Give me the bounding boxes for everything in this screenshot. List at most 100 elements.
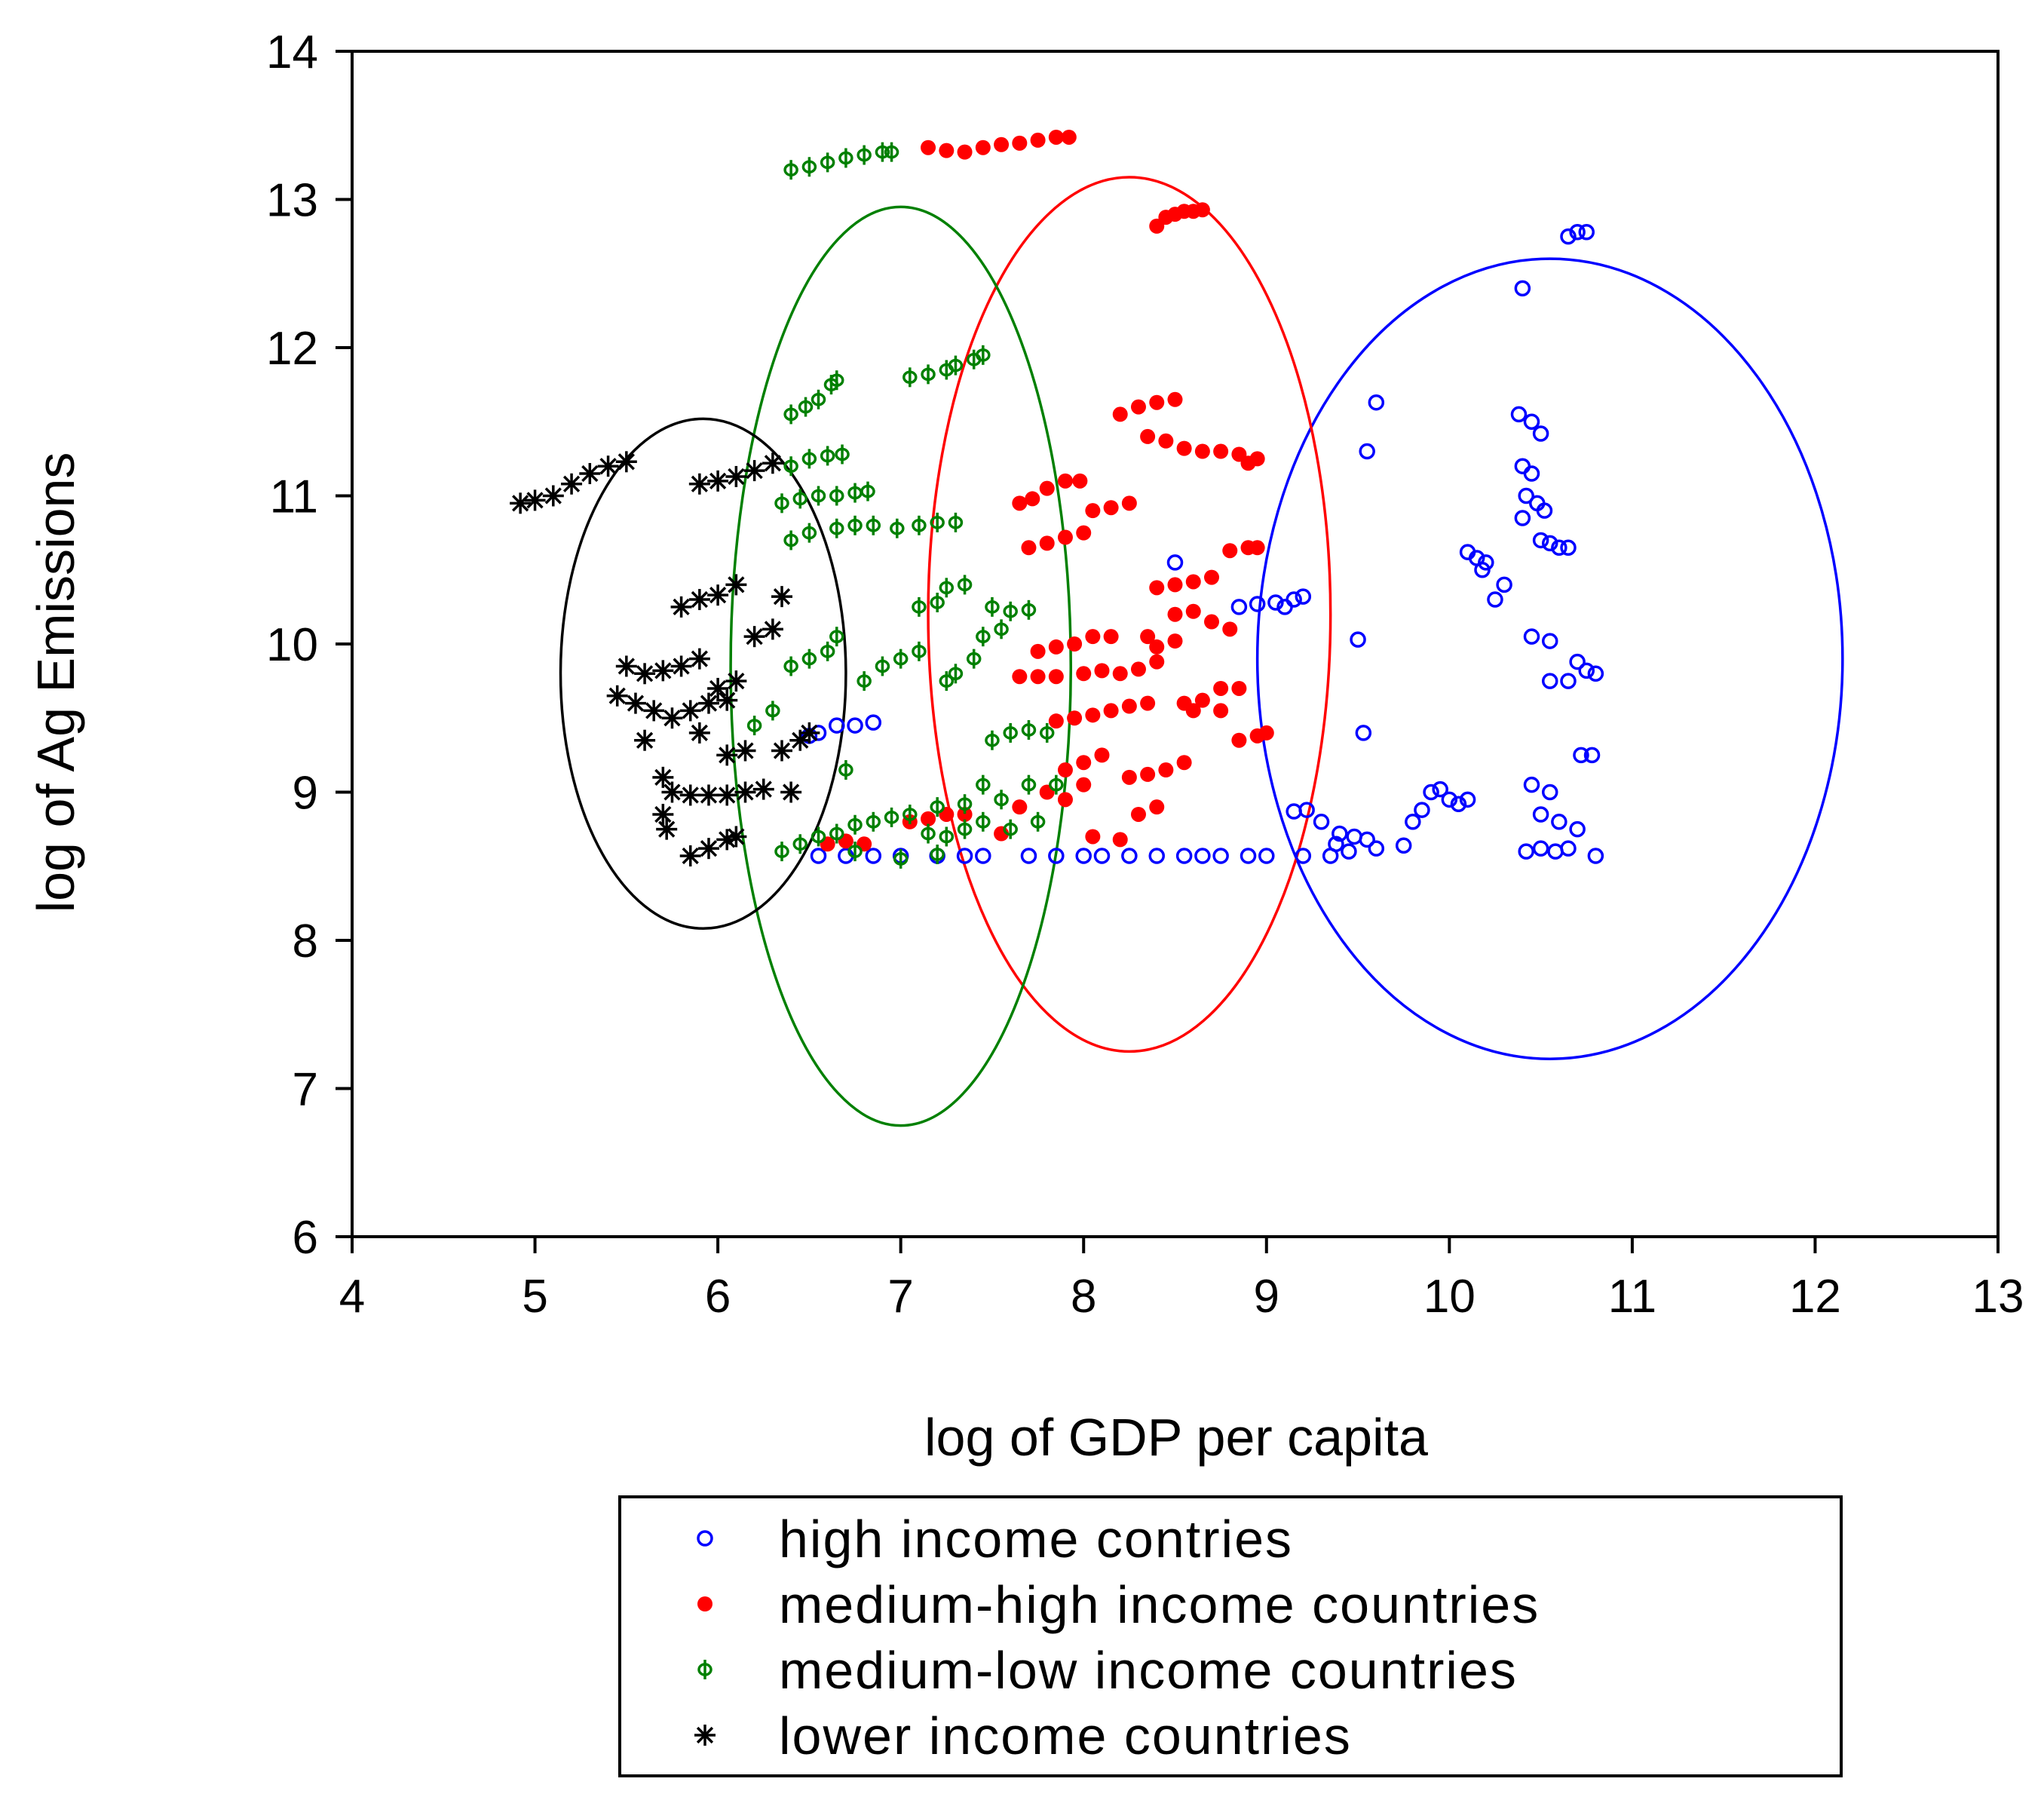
data-point: [1487, 591, 1503, 608]
data-point: [707, 677, 729, 699]
data-point: [1441, 791, 1458, 808]
data-point: [615, 451, 637, 473]
data-point: [1076, 525, 1092, 541]
y-tick-label: 10: [266, 619, 318, 671]
data-point: [875, 142, 890, 162]
legend-item: high income contries: [697, 1510, 1292, 1568]
series-1: [801, 223, 1604, 864]
data-point: [1103, 629, 1119, 645]
data-point: [774, 493, 789, 514]
data-point: [661, 707, 683, 729]
data-point: [1140, 428, 1156, 444]
data-point: [1072, 473, 1088, 489]
series-3: [746, 142, 1064, 869]
data-point: [1158, 433, 1174, 449]
data-point: [890, 518, 905, 538]
data-point: [783, 530, 798, 550]
data-point: [1039, 480, 1055, 496]
data-point: [847, 814, 863, 835]
x-tick-label: 4: [339, 1271, 365, 1323]
data-point: [579, 463, 601, 485]
y-tick-label: 13: [266, 175, 318, 227]
data-point: [994, 619, 1009, 639]
data-point: [1185, 603, 1201, 619]
data-point: [976, 627, 991, 647]
data-point: [1057, 792, 1073, 808]
data-point: [1350, 631, 1366, 648]
data-point: [829, 486, 844, 506]
data-point: [1076, 755, 1092, 771]
y-tick-label: 7: [293, 1064, 318, 1116]
data-point: [561, 473, 583, 495]
data-point: [1213, 443, 1229, 459]
data-point: [838, 148, 853, 168]
data-point: [1075, 848, 1092, 864]
data-point: [985, 596, 1000, 617]
y-tick-label: 6: [293, 1212, 318, 1264]
data-point: [930, 512, 945, 532]
data-point: [1346, 828, 1362, 845]
data-point: [847, 717, 863, 734]
data-point: [1194, 848, 1211, 864]
data-point: [1249, 596, 1266, 612]
data-point: [1020, 848, 1037, 864]
data-point: [847, 515, 863, 535]
data-point: [765, 701, 780, 721]
data-point: [1093, 848, 1111, 864]
data-point: [661, 781, 683, 803]
data-point: [1523, 465, 1540, 482]
data-point: [957, 575, 973, 595]
data-point: [1025, 491, 1040, 507]
data-point: [1332, 825, 1348, 842]
data-point: [542, 485, 564, 507]
data-point: [1587, 665, 1604, 682]
legend-marker: [697, 1660, 712, 1679]
data-point: [956, 848, 973, 864]
data-point: [688, 648, 710, 670]
data-point: [1560, 840, 1577, 857]
data-point: [1231, 732, 1247, 748]
data-point: [811, 389, 826, 409]
data-point: [652, 803, 674, 825]
data-point: [1231, 680, 1247, 696]
legend-item: medium-high income countries: [697, 1575, 1538, 1634]
data-point: [716, 744, 738, 766]
data-point: [1249, 451, 1265, 467]
data-point: [1167, 577, 1183, 593]
data-point: [1094, 747, 1110, 763]
x-tick-label: 7: [887, 1271, 913, 1323]
data-point: [865, 848, 882, 864]
data-point: [688, 473, 710, 495]
legend-marker: [697, 1596, 712, 1611]
data-point: [1514, 510, 1531, 526]
x-tick-label: 6: [705, 1271, 731, 1323]
y-tick-label: 14: [266, 26, 318, 78]
data-point: [783, 456, 798, 477]
data-point: [679, 784, 701, 806]
data-point: [606, 685, 628, 707]
data-point: [810, 848, 827, 864]
data-point: [1012, 669, 1028, 685]
data-point: [1213, 703, 1229, 719]
data-point: [1276, 599, 1293, 615]
data-point: [1003, 819, 1018, 839]
y-tick-label: 12: [266, 323, 318, 375]
x-tick-label: 11: [1608, 1271, 1656, 1323]
data-point: [1039, 722, 1055, 743]
data-point: [1541, 633, 1558, 649]
data-point: [838, 760, 853, 780]
data-point: [1295, 848, 1312, 864]
x-tick-label: 9: [1254, 1271, 1279, 1323]
data-point: [1048, 713, 1064, 729]
data-point: [780, 781, 802, 803]
data-point: [1194, 443, 1210, 459]
data-point: [1030, 811, 1046, 832]
data-point: [1230, 599, 1248, 615]
data-point: [774, 842, 789, 862]
data-point: [1532, 840, 1549, 857]
data-point: [1085, 829, 1101, 845]
data-point: [615, 655, 637, 677]
data-point: [1536, 502, 1553, 519]
data-point: [829, 370, 844, 391]
